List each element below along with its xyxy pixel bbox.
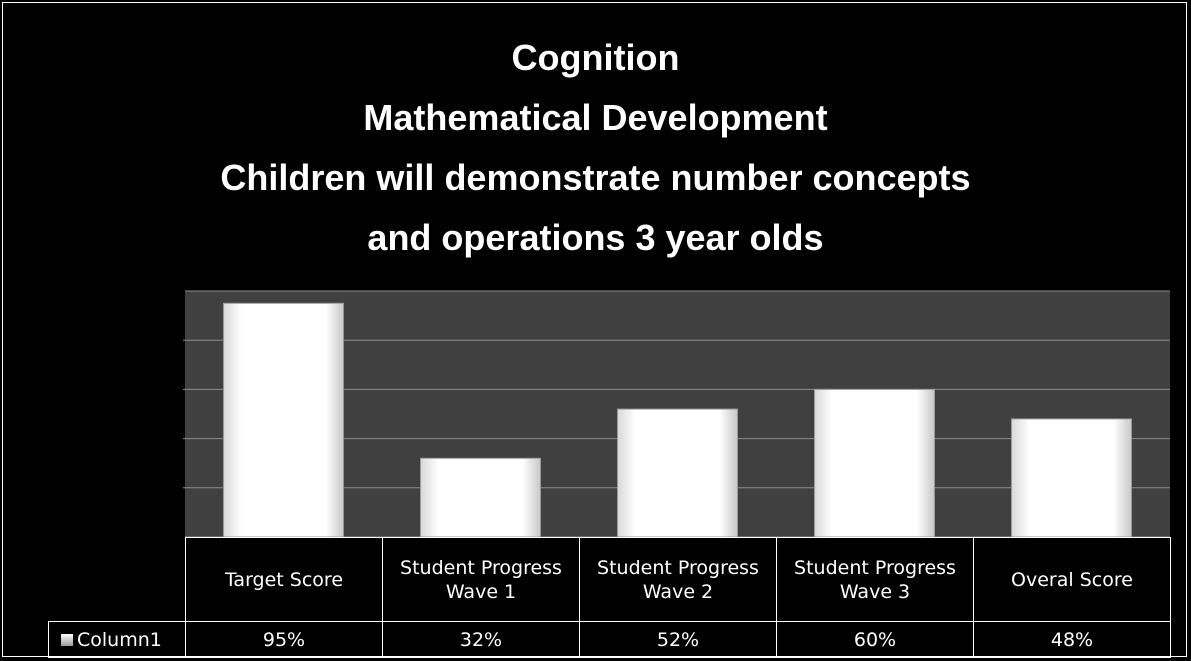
bar: [420, 457, 541, 538]
bar: [814, 388, 935, 538]
title-line: Mathematical Development: [363, 97, 828, 138]
data-label: 32%: [382, 621, 580, 658]
title-line: Children will demonstrate number concept…: [220, 157, 971, 198]
chart-title: Cognition Mathematical Development Childre…: [0, 28, 1191, 268]
title-line: and operations 3 year olds: [367, 217, 824, 258]
bar: [1011, 418, 1132, 538]
x-tick-label: Overal Score: [973, 537, 1171, 622]
x-tick-label: Student Progress Wave 3: [776, 537, 974, 622]
x-tick-label: Target Score: [185, 537, 383, 622]
legend-swatch: [61, 633, 73, 646]
title-line: Cognition: [511, 37, 680, 78]
bar: [617, 408, 738, 538]
data-label: 95%: [185, 621, 383, 658]
legend-entry: Column1: [48, 621, 186, 658]
legend-label: Column1: [77, 628, 162, 651]
bar: [223, 302, 344, 538]
data-label: 60%: [776, 621, 974, 658]
x-tick-label: Student Progress Wave 1: [382, 537, 580, 622]
data-label: 52%: [579, 621, 777, 658]
x-tick-label: Student Progress Wave 2: [579, 537, 777, 622]
data-label: 48%: [973, 621, 1171, 658]
